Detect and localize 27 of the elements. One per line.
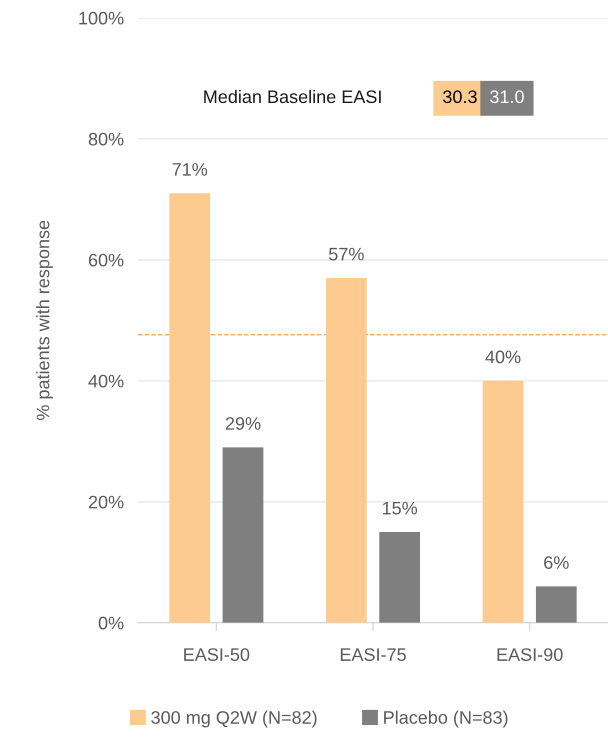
y-tick-label: 0%	[98, 616, 124, 630]
bar	[482, 380, 524, 623]
data-label: 29%	[226, 417, 260, 430]
annotation: Median Baseline EASI	[204, 90, 381, 104]
bar	[222, 447, 264, 623]
legend-label: Placebo (N=83)	[384, 710, 508, 728]
bar	[326, 278, 367, 623]
x-tick-label: EASI-50	[184, 648, 250, 661]
bar	[169, 193, 210, 623]
bar	[379, 532, 420, 623]
y-axis-title: % patients with response	[36, 220, 53, 420]
data-label: 57%	[329, 248, 364, 260]
y-tick-label: 20%	[88, 496, 124, 508]
data-label: 71%	[172, 163, 208, 176]
data-label: 40%	[485, 350, 520, 364]
y-tick-label: 40%	[88, 374, 124, 388]
y-tick-label: 80%	[88, 132, 124, 146]
data-label: 6%	[544, 556, 569, 569]
bar	[536, 586, 577, 623]
x-tick-label: EASI-90	[498, 648, 563, 661]
legend-label: 300 mg Q2W (N=82)	[151, 710, 317, 728]
x-tick-label: EASI-75	[340, 648, 406, 661]
annotation: 30.3	[443, 90, 477, 104]
annotation: 31.0	[490, 90, 524, 104]
y-tick-label: 100%	[79, 12, 124, 25]
data-label: 15%	[382, 502, 418, 515]
y-tick-label: 60%	[88, 254, 124, 267]
